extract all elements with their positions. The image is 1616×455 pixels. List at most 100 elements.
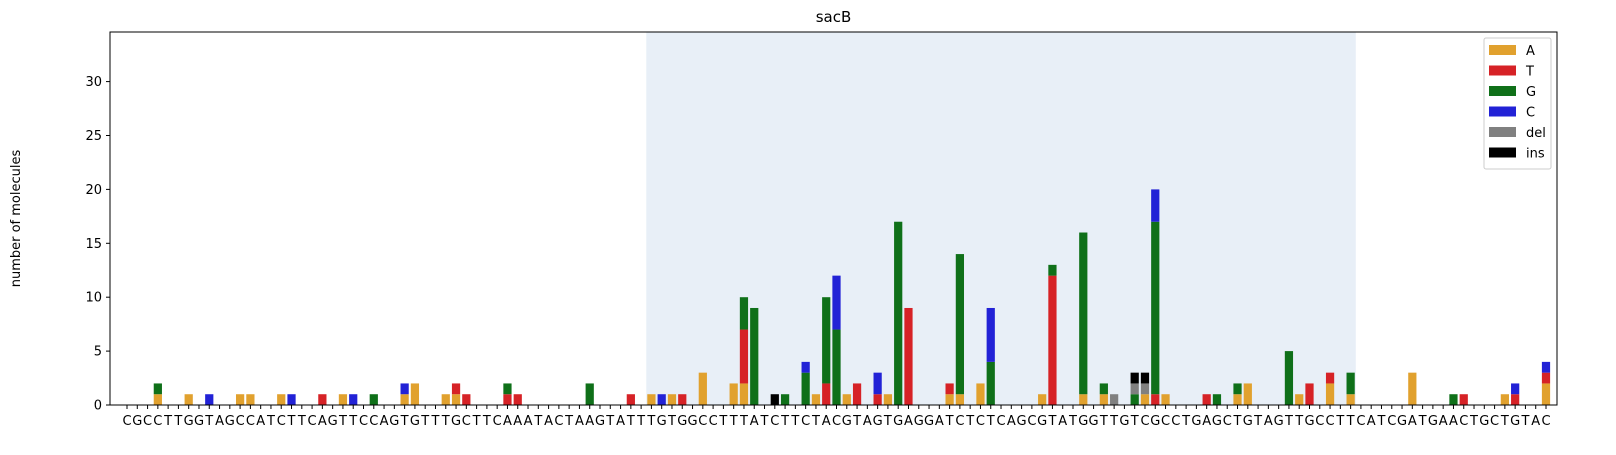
x-tick-label: T [883,414,892,429]
bar-segment-C [287,394,296,405]
bar-segment-G [894,221,903,405]
x-tick-label: G [893,414,903,429]
bar-segment-T [822,383,831,405]
x-tick-label: T [482,414,491,429]
x-tick-label: T [338,414,347,429]
bar-segment-A [246,394,255,405]
bar-segment-G [1130,394,1139,405]
x-tick-label: C [1161,414,1170,429]
x-tick-label: G [1037,414,1047,429]
x-tick-label: T [1109,414,1118,429]
bar-segment-T [1511,394,1520,405]
bar-segment-G [585,383,594,405]
bar-segment-A [153,394,162,405]
x-tick-label: G [1479,414,1489,429]
x-tick-label: G [914,414,924,429]
bar-segment-A [1295,394,1304,405]
x-tick-label: T [646,414,655,429]
bar-segment-A [410,383,420,405]
x-tick-label: G [1089,414,1099,429]
bar-segment-A [945,394,954,405]
x-tick-label: C [277,414,286,429]
x-tick-label: A [215,414,224,429]
bar-segment-ins [770,394,779,405]
legend-label: C [1526,106,1535,121]
bar-segment-A [647,394,656,405]
legend-label: ins [1526,147,1545,162]
chart-title: sacB [816,8,852,26]
x-tick-label: A [318,414,327,429]
bar-segment-G [369,394,378,405]
bar-segment-G [986,361,995,405]
x-tick-label: G [1304,414,1314,429]
x-tick-label: C [308,414,317,429]
bar-segment-G [739,297,749,330]
bar-segment-T [462,394,471,405]
x-tick-label: A [256,414,265,429]
x-tick-label: T [163,414,172,429]
x-tick-label: A [1439,414,1448,429]
bar-segment-G [750,307,759,405]
x-tick-label: T [1253,414,1262,429]
y-tick-label: 0 [94,399,102,414]
x-tick-label: T [965,414,974,429]
bar-segment-A [1099,394,1108,405]
x-tick-label: T [1469,414,1478,429]
bar-segment-C [986,307,995,362]
bar-segment-T [1325,372,1335,384]
legend-swatch-C [1489,106,1516,117]
bar-segment-T [1541,372,1551,384]
bar-segment-G [955,254,965,395]
x-tick-label: T [1500,414,1509,429]
x-tick-label: T [348,414,357,429]
bar-segment-T [451,383,461,395]
x-tick-label: T [533,414,542,429]
x-tick-label: G [1017,414,1027,429]
x-tick-label: A [1408,414,1417,429]
x-tick-label: C [1326,414,1335,429]
x-tick-label: G [1510,414,1520,429]
x-tick-label: G [677,414,687,429]
x-tick-label: C [1490,414,1499,429]
bar-segment-A [739,383,749,405]
x-tick-label: T [1181,414,1190,429]
x-tick-label: C [996,414,1005,429]
x-tick-label: C [143,414,152,429]
x-tick-label: G [1119,414,1129,429]
x-tick-label: T [1346,414,1355,429]
bar-segment-T [1202,394,1211,405]
bar-segment-A [1541,383,1551,405]
x-tick-label: T [667,414,676,429]
bar-segment-A [338,394,348,405]
bar-segment-A [1325,383,1335,405]
bar-segment-del [1110,394,1119,405]
bar-segment-A [698,372,707,405]
bar-segment-A [1233,394,1242,405]
x-tick-label: C [709,414,718,429]
bar-segment-A [1140,394,1150,405]
x-tick-label: T [790,414,799,429]
x-tick-label: G [451,414,461,429]
bar-segment-A [1346,394,1355,405]
x-tick-label: A [1449,414,1458,429]
x-tick-label: G [1191,414,1201,429]
bar-segment-T [873,394,882,405]
x-tick-label: G [1274,414,1284,429]
bar-segment-C [1151,189,1160,222]
bar-segment-C [1511,383,1520,395]
bar-segment-A [441,394,450,405]
x-tick-label: T [636,414,645,429]
bar-segment-A [811,394,821,405]
x-tick-label: T [605,414,614,429]
bar-segment-A [976,383,985,405]
x-tick-label: A [544,414,553,429]
x-tick-label: A [1264,414,1273,429]
legend-label: A [1526,44,1535,59]
x-tick-label: G [842,414,852,429]
x-tick-label: T [626,414,635,429]
x-tick-label: A [616,414,625,429]
legend-swatch-del [1489,127,1516,137]
x-tick-label: A [935,414,944,429]
